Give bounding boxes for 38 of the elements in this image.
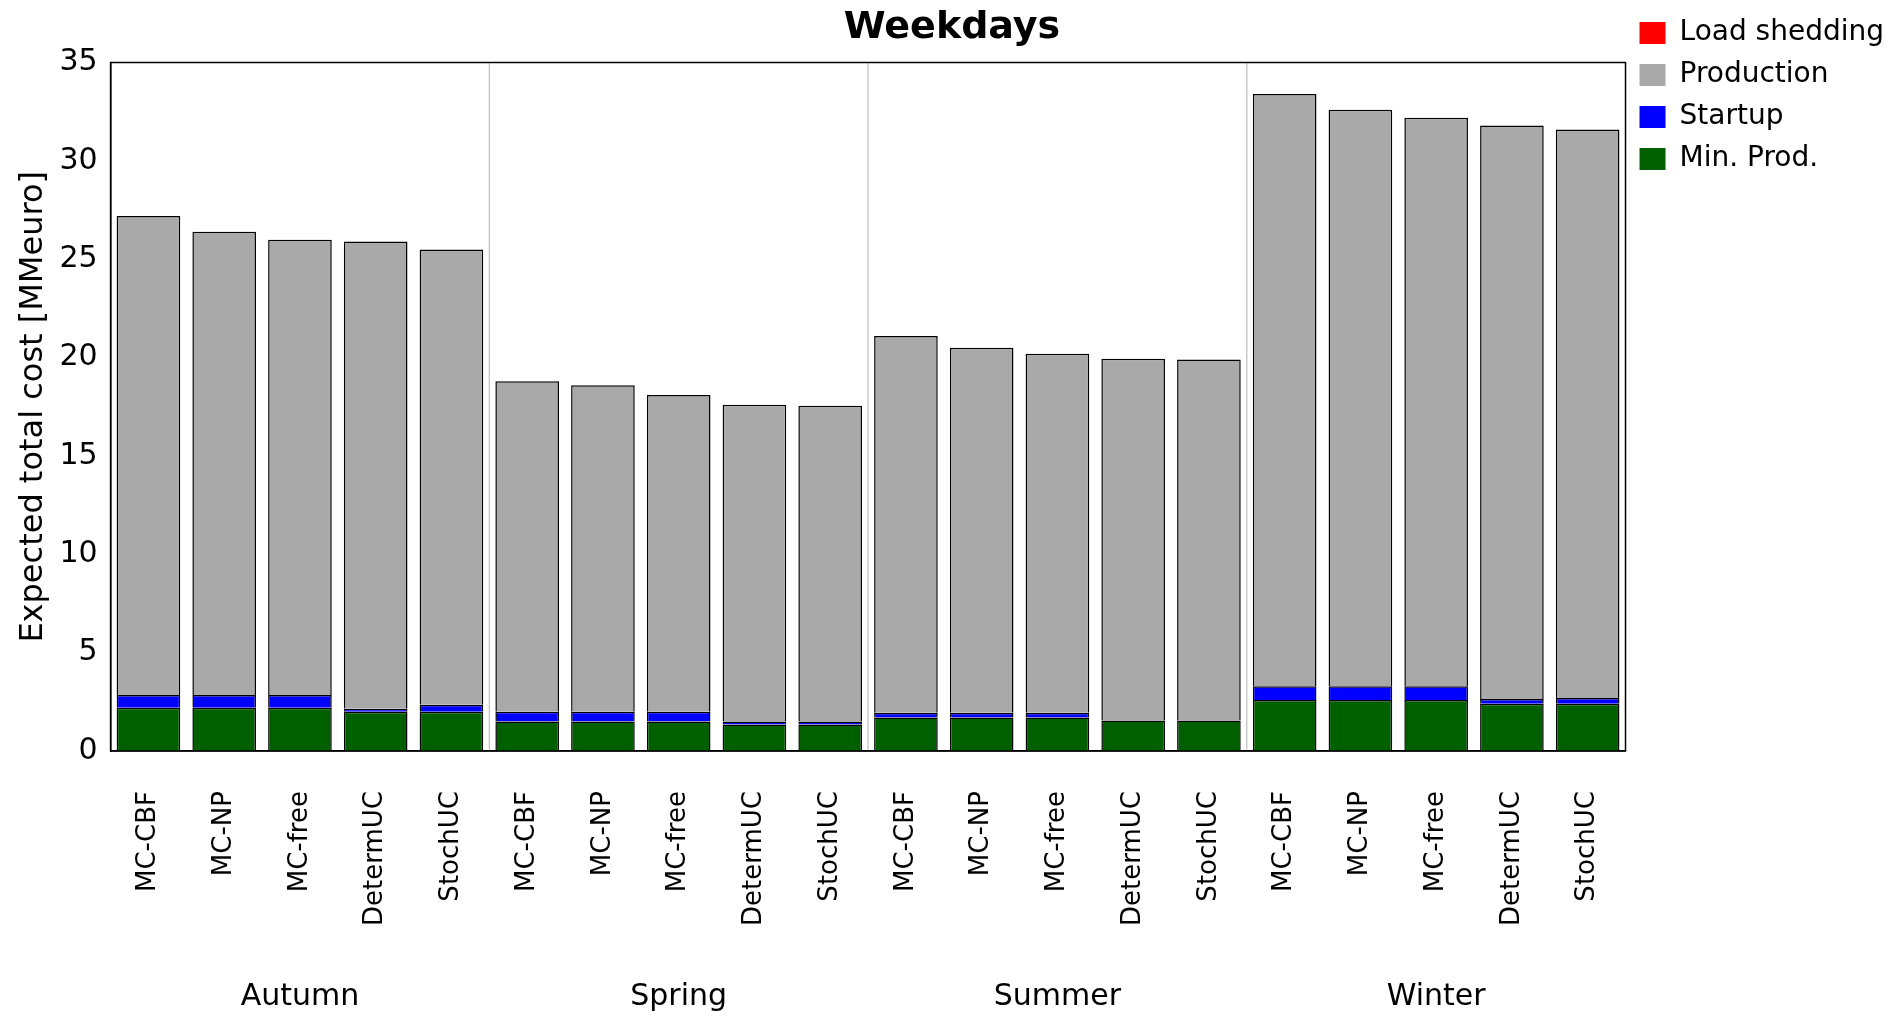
y-tick-label: 30: [59, 140, 98, 176]
x-tick-label: MC-CBF: [888, 791, 919, 892]
y-tick-label: 35: [59, 42, 98, 78]
legend-label: Load shedding: [1679, 14, 1885, 48]
legend-label: Startup: [1679, 98, 1784, 132]
y-tick-label: 15: [59, 435, 98, 471]
x-tick-label: MC-CBF: [131, 791, 162, 892]
x-tick-label: MC-free: [1040, 791, 1071, 893]
y-axis-title: Expected total cost [MMeuro]: [11, 171, 50, 643]
x-tick-label: MC-NP: [206, 791, 237, 877]
x-tick-label: MC-CBF: [1267, 791, 1298, 892]
text: Autumn: [240, 976, 360, 1012]
y-tick-label: 5: [78, 632, 98, 668]
x-tick-label: StochUC: [1570, 791, 1601, 902]
x-tick-label: MC-NP: [1343, 791, 1374, 877]
x-tick-label: MC-CBF: [509, 791, 540, 892]
x-tick-label: MC-free: [661, 791, 692, 893]
y-tick-label: 10: [59, 534, 98, 570]
text: Summer: [993, 976, 1122, 1012]
legend-label: Production: [1679, 56, 1829, 90]
x-tick-label: DetermUC: [1494, 791, 1525, 926]
legend-label: Min. Prod.: [1679, 140, 1819, 174]
y-tick-label: 25: [59, 239, 98, 275]
text: Spring: [630, 976, 728, 1012]
x-tick-label: StochUC: [812, 791, 843, 902]
x-tick-label: StochUC: [1191, 791, 1222, 902]
x-tick-label: MC-NP: [585, 791, 616, 877]
x-tick-label: DetermUC: [1115, 791, 1146, 926]
x-tick-label: MC-free: [282, 791, 313, 893]
x-tick-label: DetermUC: [358, 791, 389, 926]
y-tick-label: 0: [78, 730, 98, 766]
x-tick-label: MC-NP: [964, 791, 995, 877]
text: Winter: [1386, 976, 1487, 1012]
x-tick-label: MC-free: [1418, 791, 1449, 893]
x-tick-label: DetermUC: [737, 791, 768, 926]
y-tick-label: 20: [59, 337, 98, 373]
x-tick-label: StochUC: [434, 791, 465, 902]
chart-title: Weekdays: [843, 2, 1061, 47]
